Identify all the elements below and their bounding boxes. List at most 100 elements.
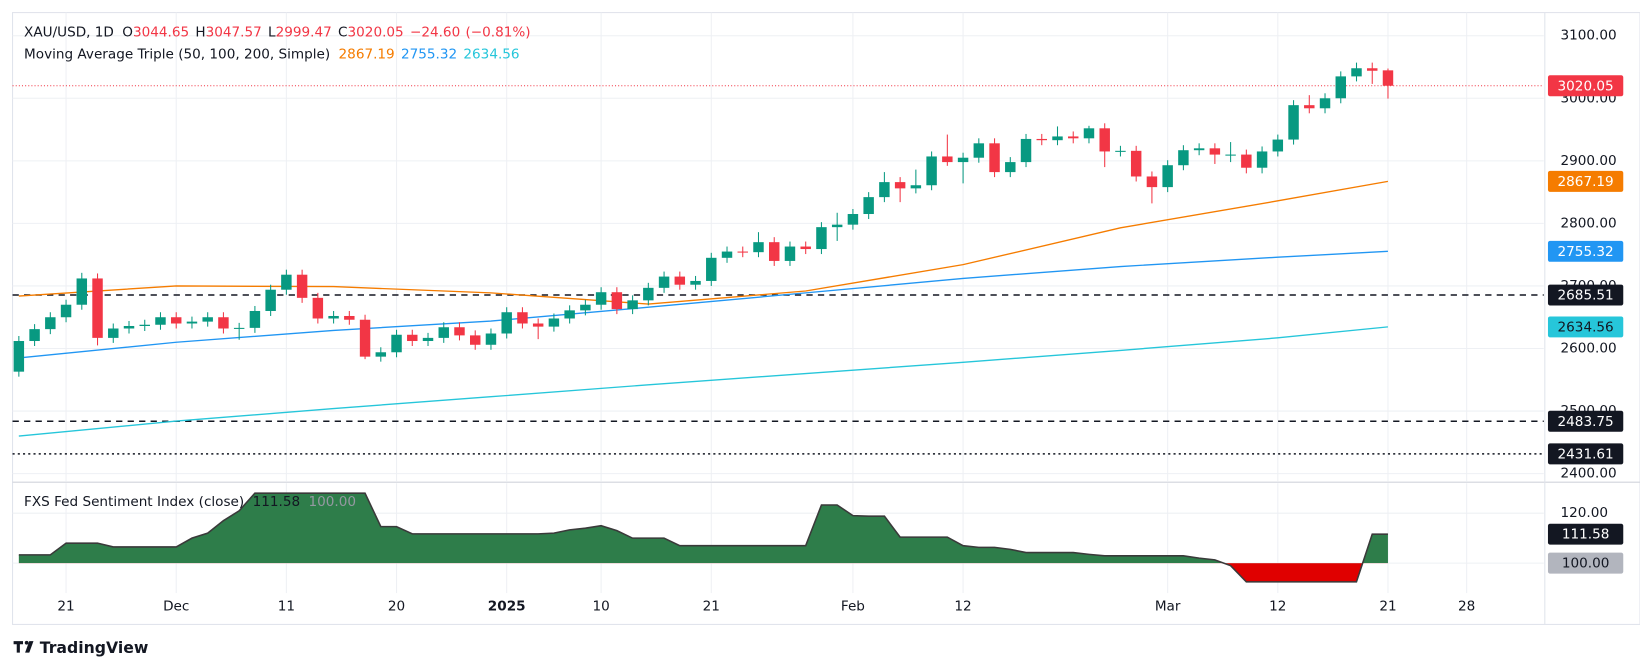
axis-value-tag: 2755.32 [1547,240,1624,262]
axis-value-tag-box [1547,170,1624,192]
candle-body [1162,165,1173,188]
candle-body [312,297,324,319]
axis-value-tag-label: 2867.19 [1558,174,1614,190]
candle-body [957,157,969,163]
candle-body [407,334,418,342]
x-tick-label: 21 [1379,599,1396,615]
candle-body [1052,136,1063,141]
legend-value: 111.58 [253,494,301,510]
sentiment-area-above [18,493,1388,564]
candle-body [359,319,371,357]
x-tick-label: 21 [703,599,720,615]
candle-body [784,246,796,261]
axis-value-tag-box [1547,316,1624,338]
candle-body [469,335,481,345]
candle-body [344,315,355,320]
x-tick-label: 10 [592,599,609,615]
moving-average-line [18,180,1389,305]
sentiment-area-below [18,563,1388,582]
legend-value: 2867.19 [339,46,395,62]
x-tick-label: 20 [388,599,405,615]
candle-body [1209,148,1221,155]
axis-value-tag-box [1547,523,1624,545]
candle-body [721,251,733,258]
brand-name: TradingView [40,638,149,657]
candle-body [1115,150,1126,152]
candle-body [1130,150,1142,177]
candle-body [1335,76,1346,99]
candle-body [753,242,764,253]
ohlc-letter: O [122,24,133,40]
candle-body [1005,162,1016,173]
axis-value-tag: 111.58 [1547,523,1624,545]
candle-body [485,333,497,345]
axis-value-tag: 2634.56 [1547,316,1624,338]
candle-body [1020,138,1032,163]
frame [12,12,1640,625]
ohlc-value: 2999.47 [276,24,332,40]
candle-body [768,242,780,261]
candle-body [296,274,308,298]
ohlc-value: 3047.57 [206,24,262,40]
candle-body [1288,105,1299,140]
indicator-title: FXS Fed Sentiment Index (close) [24,494,244,510]
ohlc-value: 3020.05 [348,24,404,40]
axis-value-tag-box [1547,75,1624,97]
candle-body [658,276,670,288]
candle-body [422,337,434,342]
candle-body [517,312,528,324]
candle-body [847,214,859,225]
candle-body [501,312,512,334]
candle-body [942,156,953,163]
y-tick-label: 2800.00 [1561,215,1617,231]
change-percent: (−0.81%) [465,24,530,40]
candle-body [1319,98,1331,109]
candle-body [706,257,717,281]
candle-body [281,274,292,290]
candle-body [580,304,591,311]
candle-body [910,185,922,189]
candle-body [831,224,843,228]
moving-average-line [18,250,1388,359]
candle-body [108,328,119,338]
candle-body [60,304,72,318]
candle-body [1036,138,1047,141]
x-tick-label: Dec [163,599,189,615]
y-tick-label: 120.00 [1561,505,1609,521]
candle-body [690,280,701,285]
legend-value: 100.00 [308,494,356,510]
candle-body [548,318,560,327]
sentiment-line [18,492,1388,583]
axis-value-tag: 2483.75 [1547,410,1624,432]
candle-body [202,317,213,322]
candle-body [45,317,56,330]
axis-value-tag-label: 3020.05 [1558,78,1614,94]
x-tick-label: 11 [278,599,295,615]
candle-body [1099,128,1110,152]
axis-value-tag: 100.00 [1547,552,1624,574]
candle-body [249,310,261,328]
axis-value-tag-label: 2483.75 [1558,414,1614,430]
axis-value-tag-label: 2755.32 [1558,244,1614,260]
axis-value-tag: 2685.51 [1547,284,1624,306]
candle-body [375,352,387,357]
axis-value-tag: 2867.19 [1547,170,1624,192]
candle-body [674,276,686,285]
candle-body [29,329,40,342]
candle-body [139,324,150,326]
ohlc-letter: H [195,24,205,40]
candle-body [1193,148,1205,151]
candle-body [391,334,402,353]
axis-value-tag-box [1547,410,1624,432]
candle-body [1272,139,1284,152]
axis-value-tag-box [1547,240,1624,262]
candle-body [564,310,575,319]
axis-value-tag-label: 2685.51 [1558,288,1614,304]
moving-average-line [18,326,1389,437]
legend-value: 2755.32 [401,46,457,62]
y-tick-label: 2900.00 [1561,153,1617,169]
axis-value-tag: 2431.61 [1547,443,1624,465]
